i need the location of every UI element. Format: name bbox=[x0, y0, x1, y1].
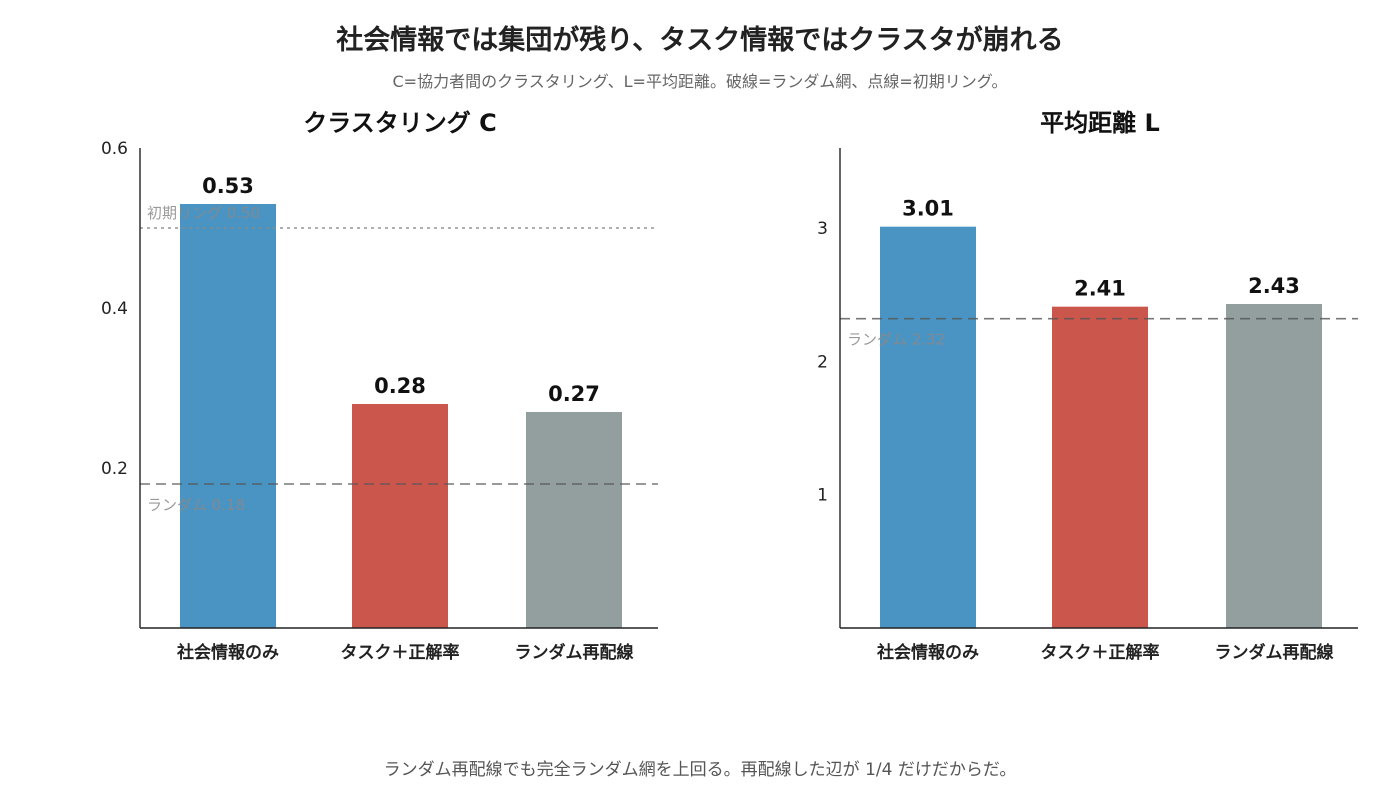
bar-1-1 bbox=[1052, 306, 1148, 628]
y-tick-label-0-0: 0.2 bbox=[101, 459, 128, 479]
value-label-1-1: 2.41 bbox=[1074, 277, 1126, 301]
chart-title: 社会情報では集団が残り、タスク情報ではクラスタが崩れる bbox=[336, 25, 1064, 56]
chart-footnote: ランダム再配線でも完全ランダム網を上回る。再配線した辺が 1/4 だけだからだ。 bbox=[383, 760, 1017, 780]
reference-label-1-0: ランダム 2.32 bbox=[847, 331, 945, 349]
value-label-0-2: 0.27 bbox=[548, 382, 600, 406]
value-label-1-2: 2.43 bbox=[1248, 274, 1300, 298]
panel-title-0: クラスタリング C bbox=[303, 109, 497, 137]
reference-label-0-0: 初期リング 0.50 bbox=[147, 204, 260, 222]
y-tick-label-0-2: 0.6 bbox=[101, 139, 128, 159]
category-label-0-1: タスク＋正解率 bbox=[341, 642, 460, 663]
category-label-1-1: タスク＋正解率 bbox=[1041, 642, 1160, 663]
bar-1-2 bbox=[1226, 304, 1322, 628]
value-label-1-0: 3.01 bbox=[902, 197, 954, 221]
bar-0-1 bbox=[352, 404, 448, 628]
category-label-0-2: ランダム再配線 bbox=[515, 642, 634, 663]
bar-1-0 bbox=[880, 226, 976, 628]
value-label-0-0: 0.53 bbox=[202, 174, 254, 198]
bar-0-2 bbox=[526, 412, 622, 628]
category-label-1-0: 社会情報のみ bbox=[876, 642, 979, 663]
y-tick-label-0-1: 0.4 bbox=[101, 299, 128, 319]
value-label-0-1: 0.28 bbox=[374, 374, 426, 398]
y-tick-label-1-2: 3 bbox=[817, 219, 828, 239]
y-tick-label-1-0: 1 bbox=[817, 486, 828, 506]
panel-title-1: 平均距離 L bbox=[1040, 109, 1160, 137]
y-tick-label-1-1: 2 bbox=[817, 352, 828, 372]
chart-subtitle: C=協力者間のクラスタリング、L=平均距離。破線=ランダム網、点線=初期リング。 bbox=[392, 72, 1008, 91]
bar-0-0 bbox=[180, 204, 276, 628]
category-label-0-0: 社会情報のみ bbox=[176, 642, 279, 663]
reference-label-0-1: ランダム 0.18 bbox=[147, 496, 245, 514]
category-label-1-2: ランダム再配線 bbox=[1215, 642, 1334, 663]
